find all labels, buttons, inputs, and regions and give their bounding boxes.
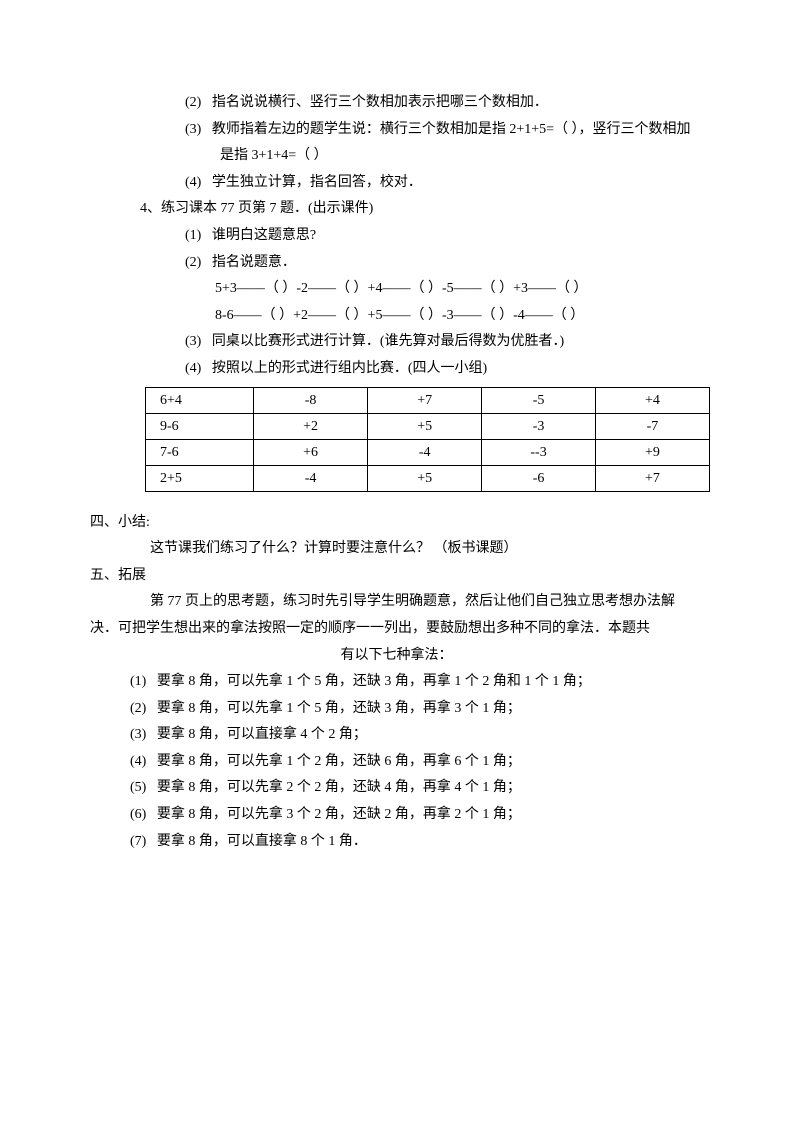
item-text: 按照以上的形式进行组内比赛．(四人一小组): [212, 361, 487, 376]
list-item: (2) 指名说题意．: [90, 250, 703, 277]
cell: -8: [254, 387, 368, 413]
item-text: 要拿 8 角，可以直接拿 4 个 2 角；: [157, 727, 367, 742]
cell: +7: [368, 387, 482, 413]
list-item: (3) 同桌以比赛形式进行计算．(谁先算对最后得数为优胜者．): [90, 329, 703, 356]
item-num: (3): [130, 727, 146, 742]
cell: 6+4: [146, 387, 254, 413]
item-num: (2): [185, 95, 201, 110]
item-text: 谁明白这题意思?: [212, 228, 316, 243]
table-row: 7-6 +6 -4 --3 +9: [146, 439, 710, 465]
item-text: 教师指着左边的题学生说：横行三个数相加是指 2+1+5=（ ），竖行三个数相加是…: [212, 122, 691, 164]
method-item: (4) 要拿 8 角，可以先拿 1 个 2 角，还缺 6 角，再拿 6 个 1 …: [90, 749, 703, 776]
item-num: (1): [130, 674, 146, 689]
list-item: (3) 教师指着左边的题学生说：横行三个数相加是指 2+1+5=（ ），竖行三个…: [90, 117, 703, 170]
item-num: (4): [130, 754, 146, 769]
item-num: (2): [130, 701, 146, 716]
table-row: 9-6 +2 +5 -3 -7: [146, 413, 710, 439]
item-num: (3): [185, 334, 201, 349]
cell: -7: [595, 413, 709, 439]
page: (2) 指名说说横行、竖行三个数相加表示把哪三个数相加． (3) 教师指着左边的…: [0, 0, 793, 1122]
practice-heading: 4、练习课本 77 页第 7 题．(出示课件): [90, 196, 703, 223]
item-text: 要拿 8 角，可以先拿 3 个 2 角，还缺 2 角，再拿 2 个 1 角；: [157, 807, 521, 822]
list-item: (1) 谁明白这题意思?: [90, 223, 703, 250]
table-row: 2+5 -4 +5 -6 +7: [146, 465, 710, 491]
item-text: 同桌以比赛形式进行计算．(谁先算对最后得数为优胜者．): [212, 334, 564, 349]
method-item: (2) 要拿 8 角，可以先拿 1 个 5 角，还缺 3 角，再拿 3 个 1 …: [90, 696, 703, 723]
item-num: (4): [185, 361, 201, 376]
item-text: 学生独立计算，指名回答，校对．: [212, 175, 422, 190]
cell: +2: [254, 413, 368, 439]
method-item: (5) 要拿 8 角，可以先拿 2 个 2 角，还缺 4 角，再拿 4 个 1 …: [90, 775, 703, 802]
cell: 7-6: [146, 439, 254, 465]
method-item: (1) 要拿 8 角，可以先拿 1 个 5 角，还缺 3 角，再拿 1 个 2 …: [90, 669, 703, 696]
item-text: 要拿 8 角，可以先拿 1 个 2 角，还缺 6 角，再拿 6 个 1 角；: [157, 754, 521, 769]
method-item: (6) 要拿 8 角，可以先拿 3 个 2 角，还缺 2 角，再拿 2 个 1 …: [90, 802, 703, 829]
section-5-body-2: 决．可把学生想出来的拿法按照一定的顺序一一列出，要鼓励想出多种不同的拿法．本题共: [90, 616, 703, 643]
cell: +7: [595, 465, 709, 491]
cell: -4: [368, 439, 482, 465]
chain-2: 8-6——（ ）+2——（ ）+5——（ ）-3——（ ）-4——（ ）: [90, 303, 703, 330]
item-num: (6): [130, 807, 146, 822]
section-5-title: 五、拓展: [90, 563, 703, 590]
cell: +9: [595, 439, 709, 465]
cell: -3: [482, 413, 596, 439]
item-num: (4): [185, 175, 201, 190]
section-4-title: 四、小结:: [90, 510, 703, 537]
cell: -4: [254, 465, 368, 491]
cell: +6: [254, 439, 368, 465]
section-5-body-1: 第 77 页上的思考题，练习时先引导学生明确题意，然后让他们自己独立思考想办法解: [90, 589, 703, 616]
spacer: [90, 502, 703, 510]
section-4-body: 这节课我们练习了什么？计算时要注意什么？ （板书课题）: [90, 536, 703, 563]
item-num: (2): [185, 255, 201, 270]
cell: --3: [482, 439, 596, 465]
method-item: (3) 要拿 8 角，可以直接拿 4 个 2 角；: [90, 722, 703, 749]
method-item: (7) 要拿 8 角，可以直接拿 8 个 1 角．: [90, 829, 703, 856]
cell: +5: [368, 465, 482, 491]
item-text: 要拿 8 角，可以直接拿 8 个 1 角．: [157, 834, 367, 849]
table-row: 6+4 -8 +7 -5 +4: [146, 387, 710, 413]
cell: +5: [368, 413, 482, 439]
cell: 2+5: [146, 465, 254, 491]
item-text: 要拿 8 角，可以先拿 1 个 5 角，还缺 3 角，再拿 1 个 2 角和 1…: [157, 674, 591, 689]
list-item: (4) 学生独立计算，指名回答，校对．: [90, 170, 703, 197]
section-5-body-3: 有以下七种拿法：: [90, 643, 703, 670]
practice-table: 6+4 -8 +7 -5 +4 9-6 +2 +5 -3 -7 7-6 +6 -…: [145, 387, 710, 492]
cell: -5: [482, 387, 596, 413]
cell: -6: [482, 465, 596, 491]
item-num: (3): [185, 122, 201, 137]
item-num: (5): [130, 780, 146, 795]
item-text: 指名说题意．: [212, 255, 296, 270]
item-text: 要拿 8 角，可以先拿 1 个 5 角，还缺 3 角，再拿 3 个 1 角；: [157, 701, 521, 716]
item-text: 要拿 8 角，可以先拿 2 个 2 角，还缺 4 角，再拿 4 个 1 角；: [157, 780, 521, 795]
item-num: (1): [185, 228, 201, 243]
item-text: 指名说说横行、竖行三个数相加表示把哪三个数相加．: [212, 95, 548, 110]
item-num: (7): [130, 834, 146, 849]
chain-1: 5+3——（ ）-2——（ ）+4——（ ）-5——（ ）+3——（ ）: [90, 276, 703, 303]
list-item: (4) 按照以上的形式进行组内比赛．(四人一小组): [90, 356, 703, 383]
cell: +4: [595, 387, 709, 413]
cell: 9-6: [146, 413, 254, 439]
list-item: (2) 指名说说横行、竖行三个数相加表示把哪三个数相加．: [90, 90, 703, 117]
